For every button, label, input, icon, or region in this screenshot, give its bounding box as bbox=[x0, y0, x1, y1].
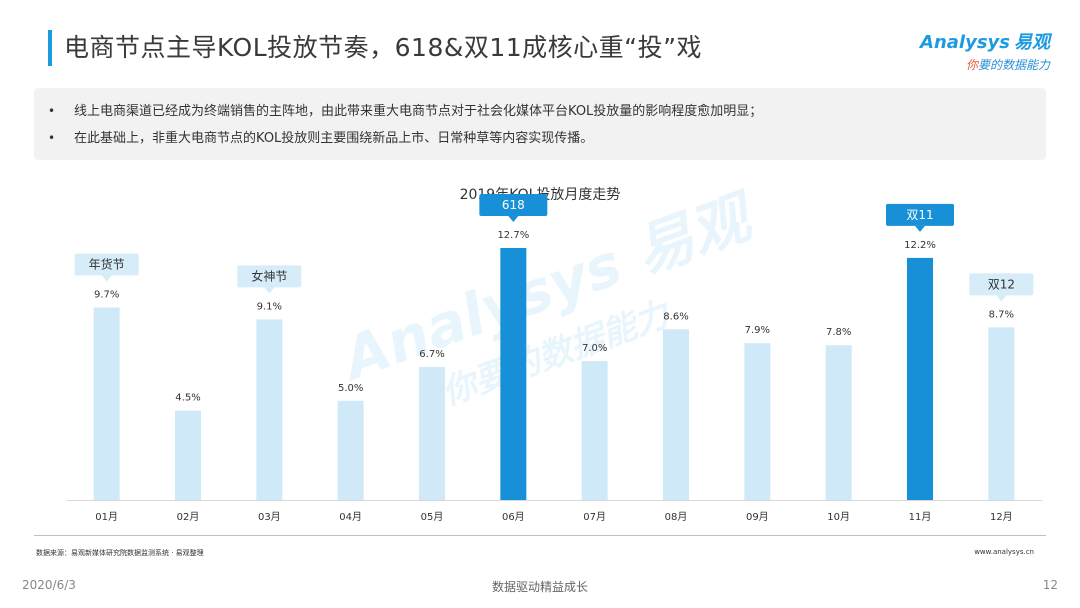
data-label-06月: 12.7% bbox=[497, 230, 529, 241]
data-label-01月: 9.7% bbox=[94, 289, 119, 300]
x-tick-07月: 07月 bbox=[583, 511, 606, 523]
data-label-04月: 5.0% bbox=[338, 383, 363, 394]
callout-box-双12 bbox=[969, 273, 1034, 296]
note-item: • 在此基础上，非重大电商节点的KOL投放则主要围绕新品上市、日常种草等内容实现传… bbox=[48, 125, 1032, 152]
data-label-11月: 12.2% bbox=[904, 240, 936, 251]
data-label-12月: 8.7% bbox=[989, 309, 1014, 320]
title-accent-bar bbox=[48, 30, 52, 66]
bar-03月 bbox=[256, 319, 283, 500]
analysys-logo: Analysys 易观 你要的数据能力 bbox=[920, 28, 1050, 73]
x-tick-10月: 10月 bbox=[827, 511, 850, 523]
bar-09月 bbox=[744, 343, 771, 500]
x-tick-05月: 05月 bbox=[421, 511, 444, 523]
data-label-09月: 7.9% bbox=[745, 325, 770, 336]
x-tick-08月: 08月 bbox=[665, 511, 688, 523]
callout-box-双11 bbox=[886, 203, 954, 226]
data-label-03月: 9.1% bbox=[257, 301, 282, 312]
x-tick-02月: 02月 bbox=[177, 511, 200, 523]
bar-01月 bbox=[93, 307, 120, 500]
callout-label-双11: 双11 bbox=[906, 208, 933, 222]
summary-notes: • 线上电商渠道已经成为终端销售的主阵地，由此带来重大电商节点对于社会化媒体平台K… bbox=[34, 88, 1046, 160]
note-item: • 线上电商渠道已经成为终端销售的主阵地，由此带来重大电商节点对于社会化媒体平台K… bbox=[48, 98, 1032, 125]
bullet-icon: • bbox=[48, 104, 56, 118]
logo-brand: Analysys 易观 bbox=[920, 32, 1050, 53]
footer-date: 2020/6/3 bbox=[22, 578, 76, 592]
callout-pointer-618 bbox=[508, 215, 519, 222]
bar-12月 bbox=[988, 327, 1015, 500]
data-source: 数据来源：易观新媒体研究院数据监测系统 · 易观整理 bbox=[36, 549, 204, 557]
bar-02月 bbox=[175, 410, 201, 500]
x-tick-01月: 01月 bbox=[95, 511, 118, 523]
data-label-07月: 7.0% bbox=[582, 343, 607, 354]
data-label-05月: 6.7% bbox=[419, 349, 444, 360]
callout-box-618 bbox=[479, 193, 548, 216]
callout-box-女神节 bbox=[237, 265, 302, 288]
website-url: www.analysys.cn bbox=[974, 548, 1034, 556]
bar-10月 bbox=[825, 345, 852, 500]
x-tick-06月: 06月 bbox=[502, 511, 525, 523]
bar-05月 bbox=[419, 367, 445, 500]
logo-tagline: 你要的数据能力 bbox=[965, 58, 1050, 72]
bar-04月 bbox=[337, 400, 364, 500]
page-number: 12 bbox=[1042, 578, 1058, 592]
callout-pointer-年货节 bbox=[101, 275, 112, 282]
callout-label-年货节: 年货节 bbox=[89, 256, 125, 271]
callout-pointer-女神节 bbox=[264, 287, 275, 294]
callout-label-618: 618 bbox=[502, 198, 525, 212]
x-tick-04月: 04月 bbox=[339, 511, 362, 523]
callout-pointer-双12 bbox=[996, 295, 1007, 302]
bar-08月 bbox=[663, 329, 689, 500]
data-label-08月: 8.6% bbox=[663, 311, 688, 322]
x-tick-12月: 12月 bbox=[990, 511, 1013, 523]
bar-06月 bbox=[500, 247, 527, 500]
bullet-icon: • bbox=[48, 131, 56, 145]
data-label-02月: 4.5% bbox=[175, 393, 200, 404]
x-tick-11月: 11月 bbox=[909, 511, 932, 523]
footer-slogan: 数据驱动精益成长 bbox=[491, 580, 588, 594]
callout-pointer-双11 bbox=[915, 225, 925, 232]
callout-label-双12: 双12 bbox=[988, 277, 1015, 291]
data-label-10月: 7.8% bbox=[826, 327, 851, 338]
x-tick-09月: 09月 bbox=[746, 511, 769, 523]
callout-label-女神节: 女神节 bbox=[251, 268, 287, 283]
page-title: 电商节点主导KOL投放节奏，618&双11成核心重“投”戏 bbox=[64, 33, 703, 62]
bar-07月 bbox=[581, 361, 608, 500]
callout-box-年货节 bbox=[74, 253, 139, 276]
bar-11月 bbox=[907, 257, 933, 500]
x-tick-03月: 03月 bbox=[258, 511, 281, 523]
